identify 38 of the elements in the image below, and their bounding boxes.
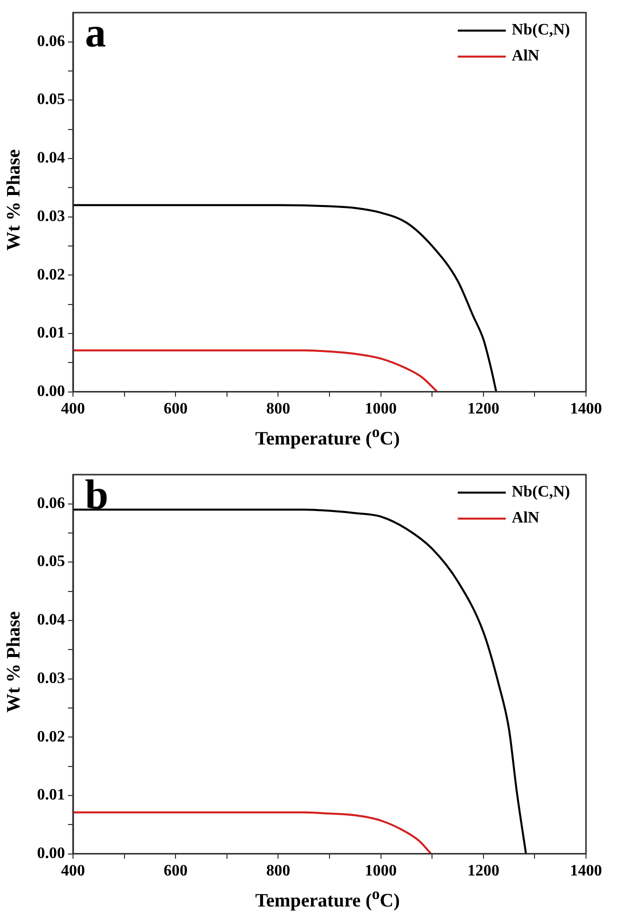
x-tick-label: 1200 — [467, 862, 500, 880]
y-tick-label: 0.02 — [37, 266, 65, 284]
x-axis-title: Temperature ($^{o}$C) — [254, 424, 401, 450]
y-axis-title: Wt % Phase — [4, 611, 26, 713]
legend-label: AlN — [512, 510, 540, 527]
x-tick-label: 1000 — [364, 862, 397, 880]
x-tick-label: 1200 — [467, 400, 500, 418]
x-tick-label: 1400 — [570, 400, 602, 418]
annotation: b — [85, 472, 108, 518]
y-tick-label: 0.03 — [37, 670, 65, 687]
y-tick-label: 0.04 — [37, 150, 65, 167]
x-tick-label: 800 — [266, 862, 290, 880]
x-tick-label: 400 — [61, 400, 85, 418]
y-tick-label: 0.04 — [37, 612, 65, 629]
legend-label: AlN — [512, 48, 540, 65]
x-tick-label: 400 — [61, 862, 85, 880]
x-tick-label: 1000 — [364, 400, 397, 418]
x-tick-label: 600 — [164, 400, 188, 418]
x-axis-title: Temperature ($^{o}$C) — [254, 886, 401, 912]
y-tick-label: 0.01 — [37, 786, 65, 804]
y-tick-label: 0.05 — [37, 553, 65, 570]
y-tick-label: 0.02 — [37, 728, 65, 746]
y-tick-label: 0.06 — [37, 32, 65, 50]
y-tick-label: 0.03 — [37, 208, 65, 225]
x-tick-label: 1400 — [570, 862, 602, 880]
y-tick-label: 0.01 — [37, 324, 65, 342]
line-series — [73, 811, 432, 854]
y-axis-title: Wt % Phase — [4, 149, 26, 251]
line-series — [73, 204, 498, 392]
x-tick-label: 600 — [164, 862, 188, 880]
y-tick-label: 0.06 — [37, 494, 65, 512]
legend-label: Nb(C,N) — [512, 484, 570, 501]
legend-label: Nb(C,N) — [512, 22, 570, 39]
y-tick-label: 0.00 — [37, 844, 65, 862]
y-tick-label: 0.05 — [37, 91, 65, 108]
line-series — [73, 349, 438, 392]
x-tick-label: 800 — [266, 400, 290, 418]
annotation: a — [85, 10, 106, 56]
